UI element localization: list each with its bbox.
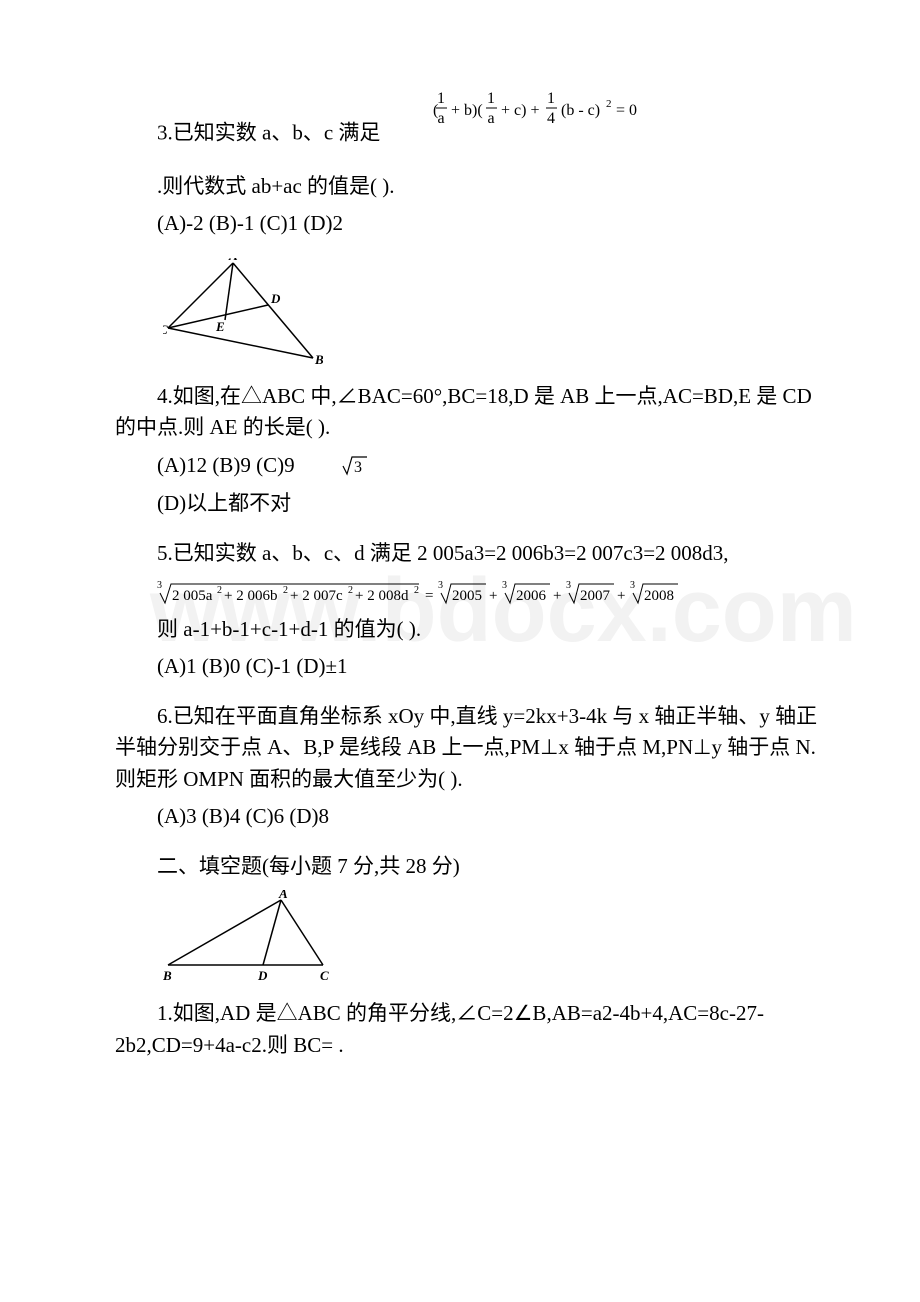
svg-text:+ 2 006b: + 2 006b xyxy=(224,588,277,604)
svg-text:2006: 2006 xyxy=(516,588,547,604)
svg-text:3: 3 xyxy=(438,580,443,591)
q5-line2: 则 a-1+b-1+c-1+d-1 的值为( ). xyxy=(115,614,830,646)
svg-text:C: C xyxy=(163,322,168,337)
svg-text:2: 2 xyxy=(217,585,222,596)
svg-text:2005: 2005 xyxy=(452,588,482,604)
svg-text:= 0: = 0 xyxy=(616,102,637,119)
fq1-text: 1.如图,AD 是△ABC 的角平分线,∠C=2∠B,AB=a2-4b+4,AC… xyxy=(115,998,830,1061)
q5-line1: 5.已知实数 a、b、c、d 满足 2 005a3=2 006b3=2 007c… xyxy=(115,538,830,570)
svg-text:2 005a: 2 005a xyxy=(172,588,213,604)
svg-text:3: 3 xyxy=(630,580,635,591)
svg-text:3: 3 xyxy=(566,580,571,591)
fill-question-1: 1.如图,AD 是△ABC 的角平分线,∠C=2∠B,AB=a2-4b+4,AC… xyxy=(115,998,830,1061)
svg-text:(b - c): (b - c) xyxy=(561,102,600,119)
question-5: 5.已知实数 a、b、c、d 满足 2 005a3=2 006b3=2 007c… xyxy=(115,538,830,683)
svg-text:=: = xyxy=(425,588,433,604)
fq1-diagram: A B D C xyxy=(163,890,830,990)
q6-text: 6.已知在平面直角坐标系 xOy 中,直线 y=2kx+3-4k 与 x 轴正半… xyxy=(115,701,830,796)
section2-header: 二、填空题(每小题 7 分,共 28 分) xyxy=(115,851,830,883)
svg-text:a: a xyxy=(487,110,494,127)
svg-text:D: D xyxy=(257,968,268,983)
svg-text:2008: 2008 xyxy=(644,588,674,604)
svg-text:D: D xyxy=(270,291,281,306)
svg-text:1: 1 xyxy=(437,90,445,107)
question-4: 4.如图,在△ABC 中,∠BAC=60°,BC=18,D 是 AB 上一点,A… xyxy=(115,381,830,520)
svg-text:B: B xyxy=(163,968,172,983)
question-3: 3.已知实数 a、b、c 满足 ( 1 a + b)( 1 a + c) + 1 xyxy=(115,105,830,240)
svg-text:+: + xyxy=(617,588,625,604)
svg-text:2: 2 xyxy=(606,98,612,110)
svg-text:+ 2 008d: + 2 008d xyxy=(355,588,409,604)
svg-text:4: 4 xyxy=(547,110,555,127)
q4-text: 4.如图,在△ABC 中,∠BAC=60°,BC=18,D 是 AB 上一点,A… xyxy=(115,381,830,444)
q4-diagram: A B C D E xyxy=(163,258,830,373)
q3-options: (A)-2 (B)-1 (C)1 (D)2 xyxy=(115,208,830,240)
q3-formula: ( 1 a + b)( 1 a + c) + 1 4 (b - c) 2 xyxy=(391,85,688,145)
q5-options: (A)1 (B)0 (C)-1 (D)±1 xyxy=(115,651,830,683)
q6-options: (A)3 (B)4 (C)6 (D)8 xyxy=(115,801,830,833)
svg-text:B: B xyxy=(314,352,323,367)
svg-text:+: + xyxy=(553,588,561,604)
svg-text:C: C xyxy=(320,968,329,983)
q3-line1: 3.已知实数 a、b、c 满足 ( 1 a + b)( 1 a + c) + 1 xyxy=(115,105,830,165)
svg-text:2: 2 xyxy=(348,585,353,596)
q5-formula: 3 2 005a 2 + 2 006b 2 + 2 007c 2 + 2 008… xyxy=(115,575,830,607)
q3-prefix: 3.已知实数 a、b、c 满足 xyxy=(157,121,380,145)
svg-text:2: 2 xyxy=(414,585,419,596)
svg-text:1: 1 xyxy=(487,90,495,107)
svg-text:1: 1 xyxy=(547,90,555,107)
q4-option-d: (D)以上都不对 xyxy=(115,488,830,520)
sqrt3-icon: 3 xyxy=(300,451,368,483)
svg-text:2007: 2007 xyxy=(580,588,611,604)
q3-line2: .则代数式 ab+ac 的值是( ). xyxy=(115,171,830,203)
svg-text:+ c) +: + c) + xyxy=(501,102,539,119)
svg-text:a: a xyxy=(437,110,444,127)
svg-text:+ 2 007c: + 2 007c xyxy=(290,588,343,604)
svg-text:2: 2 xyxy=(283,585,288,596)
svg-text:3: 3 xyxy=(502,580,507,591)
svg-text:E: E xyxy=(215,319,225,334)
q4-text-span: 4.如图,在△ABC 中,∠BAC=60°,BC=18,D 是 AB 上一点,A… xyxy=(115,384,812,440)
svg-text:+ b)(: + b)( xyxy=(451,102,483,119)
svg-text:3: 3 xyxy=(354,459,362,476)
svg-text:3: 3 xyxy=(157,580,162,591)
q4-opts-prefix: (A)12 (B)9 (C)9 xyxy=(157,453,300,477)
svg-text:A: A xyxy=(278,890,288,901)
question-6: 6.已知在平面直角坐标系 xOy 中,直线 y=2kx+3-4k 与 x 轴正半… xyxy=(115,701,830,833)
q4-options-ac: (A)12 (B)9 (C)9 3 xyxy=(115,450,830,483)
svg-text:+: + xyxy=(489,588,497,604)
content-area: 3.已知实数 a、b、c 满足 ( 1 a + b)( 1 a + c) + 1 xyxy=(115,105,830,1061)
svg-text:A: A xyxy=(228,258,238,263)
